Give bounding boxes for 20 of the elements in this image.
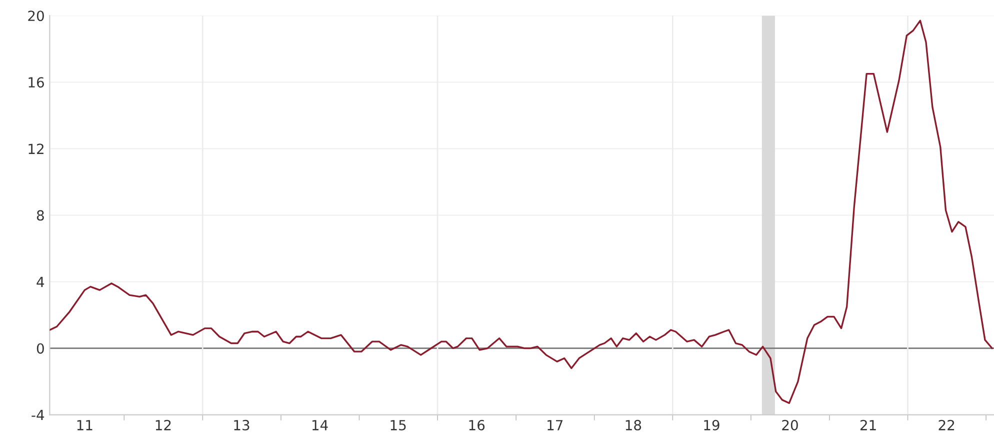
y-tick-label: 0 xyxy=(36,343,44,354)
y-tick-label: -4 xyxy=(32,410,44,420)
x-tick-label: 19 xyxy=(704,420,720,430)
y-tick-label: 20 xyxy=(28,10,44,22)
x-tick-label: 13 xyxy=(234,420,250,430)
y-tick-label: 16 xyxy=(28,77,44,88)
x-tick-label: 12 xyxy=(156,420,171,430)
x-tick-label: 17 xyxy=(548,420,563,430)
x-tick-label: 18 xyxy=(626,420,642,430)
x-tick-label: 16 xyxy=(469,420,485,430)
x-tick-label: 11 xyxy=(77,420,92,430)
x-tick-label: 15 xyxy=(390,420,406,430)
x-tick-label: 20 xyxy=(782,420,798,430)
x-tick-label: 22 xyxy=(938,420,954,430)
y-tick-label: 8 xyxy=(36,210,44,221)
y-tick-label: 12 xyxy=(28,144,44,154)
y-tick-label: 4 xyxy=(36,276,44,287)
x-tick-label: 14 xyxy=(312,420,328,430)
x-tick-label: 21 xyxy=(860,420,876,430)
line-series xyxy=(50,20,993,404)
